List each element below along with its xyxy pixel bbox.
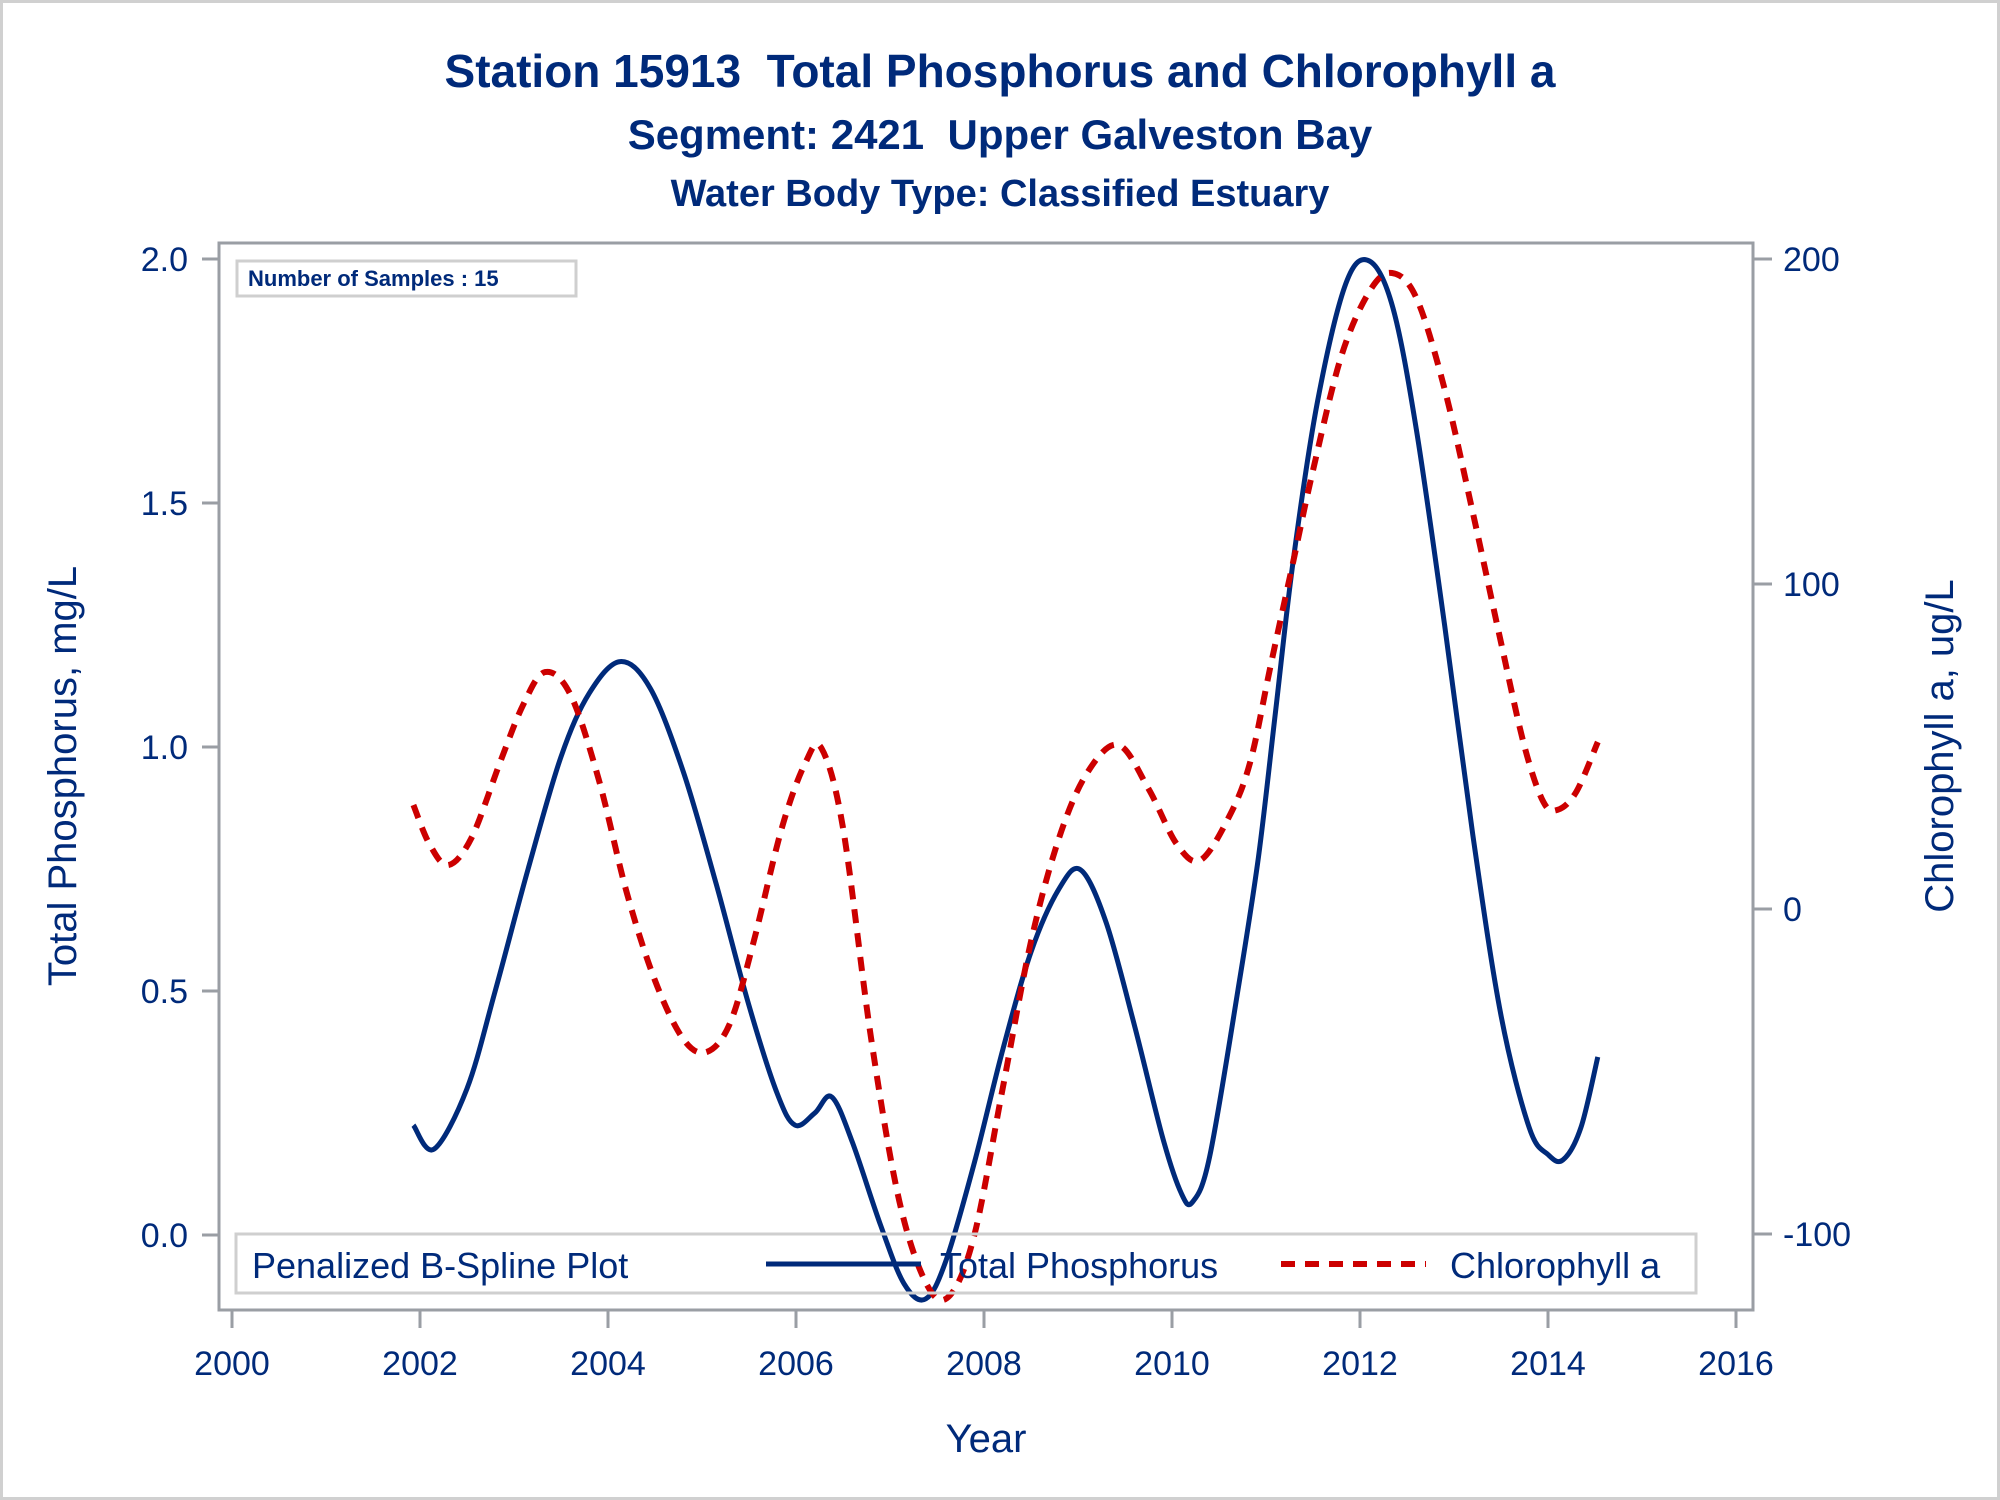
chart-subtitle: Segment: 2421 Upper Galveston Bay — [628, 111, 1373, 158]
y-tick-label: 0.5 — [141, 973, 188, 1011]
x-tick-label: 2012 — [1322, 1345, 1398, 1383]
x-tick-label: 2010 — [1134, 1345, 1210, 1383]
chart-subtitle-2: Water Body Type: Classified Estuary — [671, 173, 1330, 215]
y-tick-label: 0.0 — [141, 1217, 188, 1255]
x-tick-label: 2016 — [1698, 1345, 1774, 1383]
legend-label-total-phosphorus: Total Phosphorus — [940, 1245, 1218, 1286]
y2-tick-label: 200 — [1783, 241, 1840, 279]
y2-axis-title: Chlorophyll a, ug/L — [1918, 579, 1962, 913]
legend-box — [234, 1232, 1698, 1295]
legend-title: Penalized B-Spline Plot — [252, 1245, 628, 1286]
sample-count-box — [235, 259, 578, 298]
x-axis: 2000 2002 2004 2006 2008 2010 2012 2014 2016 — [194, 1310, 1774, 1383]
y-axis-left: 0.0 0.5 1.0 1.5 2.0 — [141, 241, 219, 1255]
x-tick-label: 2000 — [194, 1345, 270, 1383]
y-tick-label: 2.0 — [141, 241, 188, 279]
x-tick-label: 2002 — [382, 1345, 458, 1383]
legend-label-chlorophyll-a: Chlorophyll a — [1450, 1245, 1661, 1286]
y-axis-right: -100 0 100 200 — [1753, 241, 1851, 1254]
sample-count-label: Number of Samples : 15 — [248, 266, 499, 291]
chart-title: Station 15913 Total Phosphorus and Chlor… — [445, 45, 1556, 97]
x-axis-title: Year — [946, 1417, 1027, 1461]
y-tick-label: 1.0 — [141, 729, 188, 767]
x-tick-label: 2004 — [570, 1345, 646, 1383]
y-tick-label: 1.5 — [141, 485, 188, 523]
y-axis-title: Total Phosphorus, mg/L — [41, 566, 85, 986]
series-line-total-phosphorus — [411, 257, 1601, 1303]
series-line-chlorophyll-a — [410, 269, 1601, 1304]
x-tick-label: 2008 — [946, 1345, 1022, 1383]
series-layer — [410, 257, 1601, 1304]
plot-area-border — [217, 241, 1755, 1312]
x-tick-label: 2006 — [758, 1345, 834, 1383]
y2-tick-label: 100 — [1783, 566, 1840, 604]
x-tick-label: 2014 — [1510, 1345, 1586, 1383]
legend: Penalized B-Spline Plot Total Phosphorus… — [234, 1232, 1698, 1295]
y2-tick-label: 0 — [1783, 891, 1802, 929]
y2-tick-label: -100 — [1783, 1216, 1851, 1254]
